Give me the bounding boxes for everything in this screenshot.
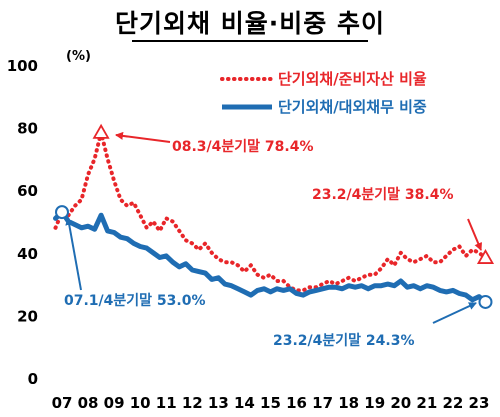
x-tick-label: 20 bbox=[390, 394, 411, 412]
legend-label-ratio: 단기외채/준비자산 비율 bbox=[278, 70, 427, 88]
x-axis-ticks: 07 08 09 10 11 12 13 14 15 16 17 18 19 20 21 22 23 bbox=[52, 394, 490, 412]
x-tick-label: 14 bbox=[234, 394, 255, 412]
x-tick-label: 11 bbox=[156, 394, 177, 412]
highlight-triangle-marker bbox=[476, 248, 495, 264]
y-tick-label: 80 bbox=[17, 120, 38, 138]
x-tick-label: 10 bbox=[130, 394, 151, 412]
x-tick-label: 13 bbox=[208, 394, 229, 412]
annotation-latest-ratio: 23.2/4분기말 38.4% bbox=[312, 187, 453, 203]
x-tick-label: 09 bbox=[104, 394, 125, 412]
annotation-arrow-peak bbox=[115, 131, 171, 143]
y-tick-label: 20 bbox=[17, 307, 38, 325]
legend-label-share: 단기외채/대외채무 비중 bbox=[278, 98, 427, 116]
y-tick-label: 60 bbox=[17, 182, 38, 200]
legend: 단기외채/준비자산 비율 단기외채/대외채무 비중 bbox=[220, 70, 427, 116]
x-tick-label: 12 bbox=[182, 394, 203, 412]
x-tick-label: 16 bbox=[286, 394, 307, 412]
annotation-latest-share: 23.2/4분기말 24.3% bbox=[273, 333, 414, 349]
x-tick-label: 19 bbox=[364, 394, 385, 412]
x-tick-label: 21 bbox=[416, 394, 437, 412]
y-axis-ticks: 0 20 40 60 80 100 bbox=[7, 57, 38, 388]
chart-title: 단기외채 비율·비중 추이 bbox=[115, 9, 385, 38]
x-tick-label: 18 bbox=[338, 394, 359, 412]
x-tick-label: 07 bbox=[52, 394, 73, 412]
y-tick-label: 0 bbox=[28, 370, 38, 388]
marker-layer bbox=[55, 123, 495, 309]
highlight-circle-marker bbox=[478, 294, 493, 309]
highlight-triangle-marker bbox=[92, 123, 110, 139]
annotation-arrows bbox=[65, 131, 482, 324]
x-tick-label: 22 bbox=[442, 394, 463, 412]
y-axis-unit: (%) bbox=[66, 49, 91, 64]
annotation-arrow-latest-share bbox=[432, 302, 477, 324]
x-tick-label: 15 bbox=[260, 394, 281, 412]
series-layer bbox=[53, 130, 488, 305]
annotation-arrow-start-share bbox=[65, 217, 82, 291]
highlight-circle-marker bbox=[55, 205, 69, 220]
y-tick-label: 40 bbox=[17, 245, 38, 263]
x-tick-label: 17 bbox=[312, 394, 333, 412]
series-line-ratio bbox=[53, 130, 488, 293]
x-tick-label: 08 bbox=[78, 394, 99, 412]
title-underline bbox=[132, 40, 368, 42]
x-tick-label: 23 bbox=[469, 394, 490, 412]
series-line-share bbox=[53, 209, 488, 305]
y-tick-label: 100 bbox=[7, 57, 38, 75]
annotation-arrow-latest-ratio bbox=[467, 218, 482, 251]
annotation-start-share: 07.1/4분기말 53.0% bbox=[64, 293, 205, 309]
annotation-peak-ratio: 08.3/4분기말 78.4% bbox=[172, 139, 313, 155]
